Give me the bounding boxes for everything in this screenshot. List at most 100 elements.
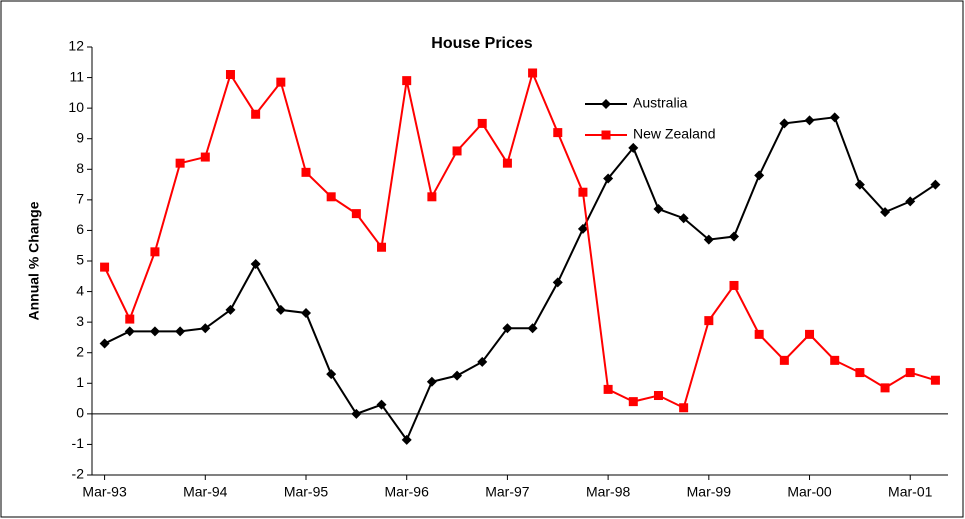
marker (628, 142, 639, 153)
y-tick-label: 7 (76, 191, 84, 207)
marker (376, 399, 387, 410)
y-tick-label: 11 (69, 68, 84, 84)
marker (729, 280, 739, 290)
y-tick-label: 5 (76, 252, 84, 268)
marker (603, 173, 614, 184)
marker (250, 259, 261, 270)
marker (905, 368, 915, 378)
marker (930, 375, 940, 385)
marker (225, 70, 235, 80)
marker (628, 397, 638, 407)
y-tick-label: 3 (76, 313, 84, 329)
y-tick-label: 0 (76, 405, 84, 421)
x-tick-label: Mar-96 (385, 484, 430, 500)
x-tick-label: Mar-94 (183, 484, 228, 500)
marker (880, 207, 891, 218)
marker (452, 146, 462, 156)
marker (401, 434, 412, 445)
marker (377, 242, 387, 252)
marker (402, 76, 412, 86)
y-axis-label: Annual % Change (26, 201, 42, 320)
y-tick-label: 1 (76, 374, 84, 390)
marker (528, 68, 538, 78)
marker (603, 384, 613, 394)
marker (276, 77, 286, 87)
marker (905, 196, 916, 207)
x-tick-label: Mar-93 (82, 484, 127, 500)
marker (225, 304, 236, 315)
marker (779, 118, 790, 129)
marker (351, 209, 361, 219)
marker (125, 314, 135, 324)
marker (880, 383, 890, 393)
marker (527, 323, 538, 334)
y-tick-label: -1 (72, 435, 85, 451)
y-tick-label: -2 (72, 466, 85, 482)
marker (754, 170, 765, 181)
marker (930, 179, 941, 190)
x-tick-label: Mar-97 (485, 484, 530, 500)
y-tick-label: 2 (76, 343, 84, 359)
y-tick-label: 4 (76, 282, 84, 298)
x-tick-label: Mar-01 (888, 484, 933, 500)
marker (477, 118, 487, 128)
marker (601, 130, 611, 140)
marker (703, 234, 714, 245)
y-tick-label: 12 (68, 38, 84, 54)
marker (326, 369, 337, 380)
marker (427, 192, 437, 202)
marker (200, 323, 211, 334)
marker (477, 356, 488, 367)
marker (99, 338, 110, 349)
x-tick-label: Mar-98 (586, 484, 631, 500)
marker (552, 277, 563, 288)
marker (578, 187, 588, 197)
marker (729, 231, 739, 242)
legend-label: Australia (633, 95, 688, 111)
marker (150, 247, 160, 257)
marker (577, 223, 588, 234)
marker (175, 326, 186, 337)
marker (854, 179, 865, 190)
marker (829, 112, 840, 123)
marker (804, 115, 815, 126)
marker (502, 323, 513, 334)
y-tick-label: 9 (76, 129, 84, 145)
chart-title: House Prices (431, 35, 532, 52)
marker (805, 329, 815, 339)
x-tick-label: Mar-00 (787, 484, 832, 500)
marker (830, 355, 840, 365)
y-tick-label: 10 (68, 99, 84, 115)
series-line (103, 69, 936, 410)
marker (124, 326, 135, 337)
marker (502, 158, 512, 168)
x-tick-label: Mar-99 (687, 484, 732, 500)
marker (200, 152, 210, 162)
marker (452, 370, 463, 381)
marker (326, 192, 336, 202)
marker (779, 355, 789, 365)
marker (855, 368, 865, 378)
marker (704, 316, 714, 326)
marker (175, 158, 185, 168)
marker (251, 109, 261, 119)
marker (553, 128, 563, 138)
marker (601, 99, 611, 109)
marker (678, 213, 689, 224)
marker (351, 408, 362, 419)
marker (653, 204, 664, 215)
marker (679, 403, 689, 413)
legend-label: New Zealand (633, 126, 716, 142)
y-tick-label: 6 (76, 221, 84, 237)
x-tick-label: Mar-95 (284, 484, 329, 500)
marker (754, 329, 764, 339)
marker (301, 167, 311, 177)
marker (275, 304, 286, 315)
marker (100, 262, 110, 272)
series-line (104, 116, 936, 442)
marker (149, 326, 160, 337)
marker (653, 391, 663, 401)
marker (426, 376, 437, 387)
